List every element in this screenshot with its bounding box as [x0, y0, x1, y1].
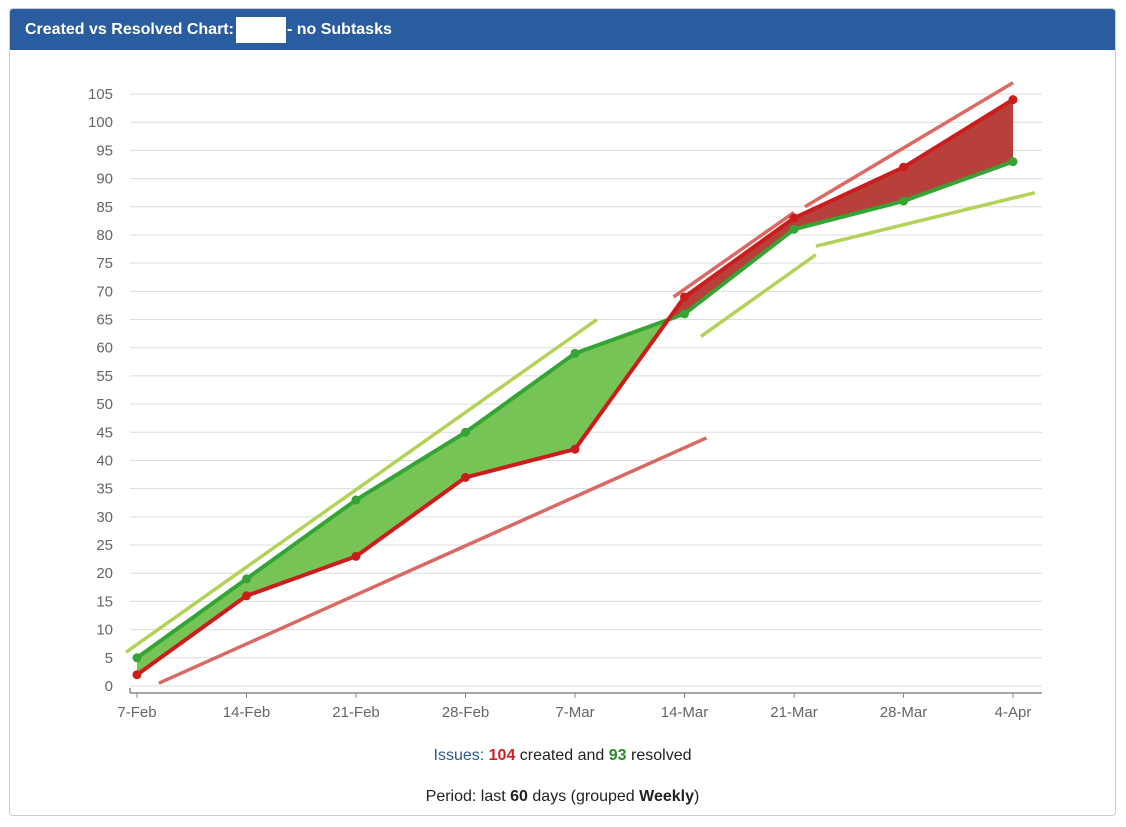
area-fill	[246, 499, 356, 596]
period-mid: days (grouped	[532, 788, 635, 805]
x-tick-label: 14-Feb	[223, 704, 271, 721]
y-tick-label: 95	[96, 142, 113, 159]
x-tick-label: 21-Feb	[332, 704, 380, 721]
created-point	[351, 551, 361, 561]
created-point	[570, 444, 580, 454]
y-tick-label: 5	[105, 650, 113, 667]
y-tick-label: 65	[96, 312, 113, 329]
created-point	[789, 213, 799, 223]
created-point	[899, 162, 908, 172]
created-vs-resolved-chart: 0 5 10 15 20 25 30 35 40 45 50 55 60 65 70 75 80 85 90 95 10…	[88, 81, 1042, 721]
y-tick-label: 40	[96, 452, 113, 469]
y-tick-label: 70	[96, 283, 113, 300]
created-point	[680, 292, 689, 302]
area-fill	[794, 167, 904, 230]
y-tick-label: 20	[96, 565, 113, 582]
created-point	[1008, 95, 1018, 105]
y-tick-label: 55	[96, 368, 113, 385]
chart-title-suffix: - no Subtasks	[286, 20, 392, 38]
x-tick-label: 28-Mar	[880, 704, 928, 721]
resolved-point	[132, 653, 142, 663]
created-trend-line	[804, 81, 1014, 209]
x-axis	[129, 688, 1042, 694]
created-trend-line	[672, 210, 796, 299]
created-count: 104	[488, 747, 516, 764]
x-axis-ticks: 7-Feb 14-Feb 21-Feb 28-Feb 7-Mar 14-Mar 21-Mar…	[117, 693, 1031, 721]
issues-label: Issues:	[433, 747, 485, 764]
y-tick-label: 105	[88, 86, 113, 103]
chart-gadget: Created vs Resolved Chart: - no Subtasks…	[9, 8, 1116, 816]
x-tick-label: 21-Mar	[770, 704, 818, 721]
period-prefix: Period: last	[425, 788, 506, 805]
resolved-trend-line	[815, 190, 1036, 248]
y-tick-label: 50	[96, 396, 113, 413]
y-tick-label: 45	[96, 424, 113, 441]
y-tick-label: 85	[96, 199, 113, 216]
y-tick-label: 35	[96, 481, 113, 498]
resolved-point	[1008, 157, 1018, 167]
x-tick-label: 7-Mar	[555, 704, 594, 721]
resolved-point	[680, 309, 689, 319]
y-tick-label: 10	[96, 622, 113, 639]
area-fill	[465, 353, 575, 478]
series-points	[132, 95, 1018, 680]
x-tick-label: 7-Feb	[117, 704, 156, 721]
area-fill	[903, 99, 1013, 202]
resolved-trend-line	[699, 253, 817, 338]
created-trend-line	[158, 436, 708, 685]
resolved-point	[351, 495, 361, 505]
area-fill	[684, 218, 794, 314]
y-tick-label: 15	[96, 593, 113, 610]
resolved-trend-line	[125, 318, 598, 654]
trend-lines	[125, 81, 1036, 685]
issues-summary: Issues: 104 created and 93 resolved	[10, 747, 1115, 765]
area-fill	[137, 578, 247, 675]
resolved-point	[461, 427, 470, 437]
redacted-project-name	[235, 16, 286, 43]
x-tick-label: 4-Apr	[995, 704, 1032, 721]
y-tick-label: 100	[88, 114, 113, 131]
y-tick-label: 90	[96, 171, 113, 188]
created-point	[132, 670, 142, 680]
resolved-point	[789, 224, 799, 234]
x-tick-label: 28-Feb	[442, 704, 490, 721]
period-summary: Period: last 60 days (grouped Weekly)	[10, 788, 1115, 806]
resolved-point	[899, 196, 908, 206]
period-days: 60	[510, 788, 528, 805]
created-point	[461, 472, 470, 482]
area-fill	[356, 432, 466, 557]
resolved-point	[242, 574, 251, 584]
y-tick-label: 75	[96, 255, 113, 272]
y-tick-label: 25	[96, 537, 113, 554]
x-tick-label: 14-Mar	[661, 704, 709, 721]
period-group: Weekly	[639, 788, 695, 805]
resolved-text: resolved	[631, 747, 692, 764]
period-close: )	[694, 788, 700, 805]
resolved-count: 93	[608, 747, 627, 764]
y-tick-label: 60	[96, 340, 113, 357]
chart-title-prefix: Created vs Resolved Chart:	[25, 20, 234, 38]
y-tick-label: 30	[96, 509, 113, 526]
y-tick-label: 80	[96, 227, 113, 244]
created-point	[242, 591, 251, 601]
y-axis-ticks: 0 5 10 15 20 25 30 35 40 45 50 55 60 65 70 75 80 85 90 95 10…	[88, 86, 113, 695]
y-tick-label: 0	[105, 678, 113, 695]
created-text: created and	[519, 747, 605, 764]
resolved-point	[570, 348, 580, 358]
gadget-header: Created vs Resolved Chart: - no Subtasks	[10, 9, 1115, 50]
